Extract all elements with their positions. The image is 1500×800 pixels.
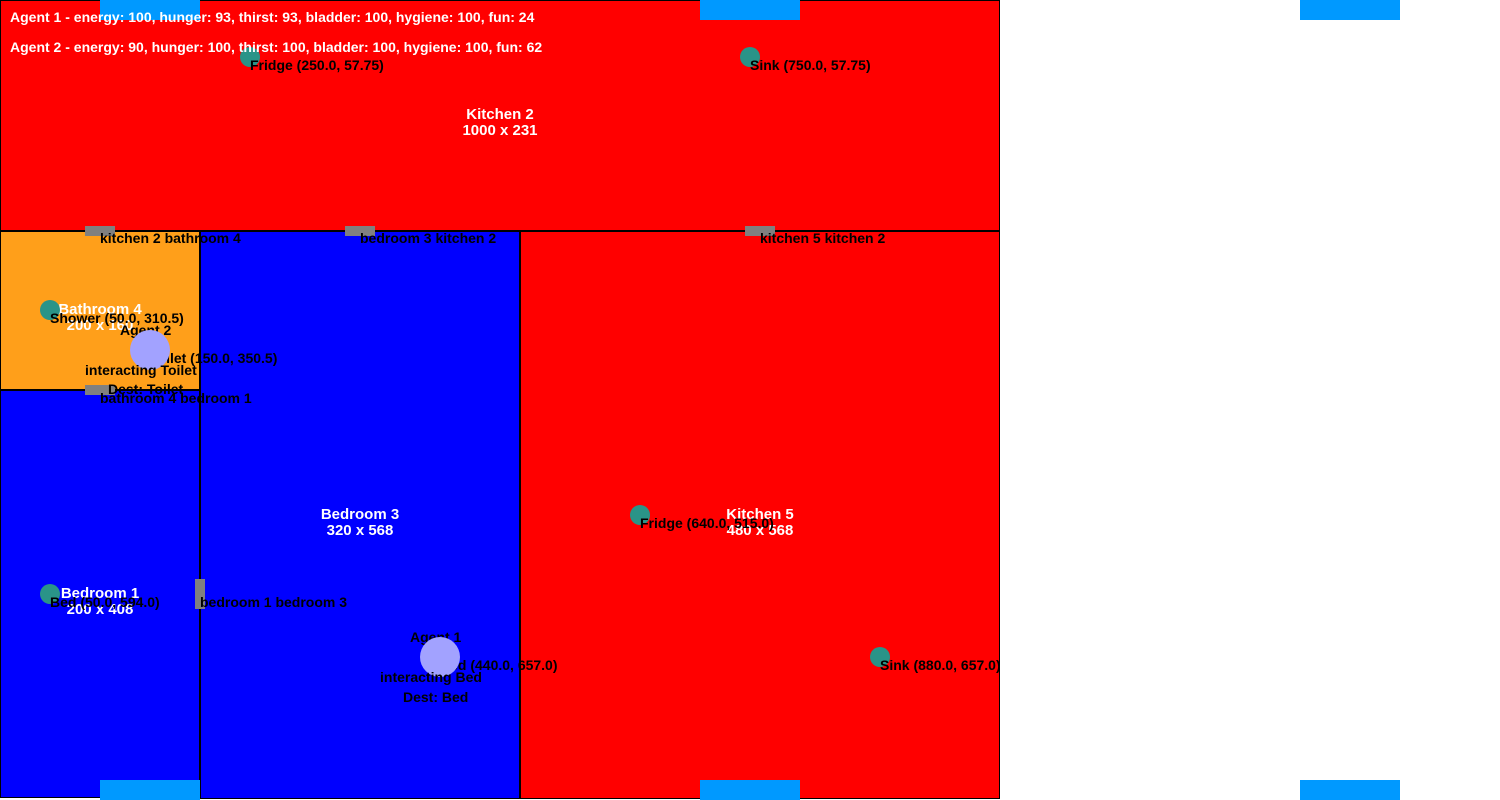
room-size: 1000 x 231 — [462, 122, 538, 139]
agent-1-activity: interacting Bed — [380, 669, 482, 685]
room-size: 200 x 408 — [66, 601, 134, 618]
door-bedroom1-bedroom3[interactable] — [195, 579, 205, 609]
agent-2-destination: Dest: Toilet — [108, 381, 184, 397]
sink-icon[interactable] — [740, 47, 760, 67]
fridge-icon[interactable] — [240, 47, 260, 67]
door-kitchen5-kitchen2[interactable] — [745, 226, 775, 236]
room-bathroom-4 — [0, 231, 200, 390]
object-label: Bed (50.0, 594.0) — [50, 594, 160, 610]
shower-icon[interactable] — [40, 300, 60, 320]
agent-1-destination: Dest: Bed — [403, 689, 469, 705]
room-label-bathroom-4: Bathroom 4 200 x 160 — [0, 302, 200, 334]
object-label: Shower (50.0, 310.5) — [50, 310, 184, 326]
room-name: Kitchen 2 — [466, 106, 534, 123]
window — [700, 0, 800, 20]
door-bedroom3-kitchen2[interactable] — [345, 226, 375, 236]
room-bedroom-3 — [200, 231, 520, 799]
door-label: bedroom 1 bedroom 3 — [200, 594, 348, 610]
room-kitchen-2 — [0, 0, 1000, 231]
agent-1-avatar[interactable] — [420, 637, 460, 677]
object-label: Sink (880.0, 657.0) — [880, 657, 1001, 673]
room-name: Bedroom 1 — [60, 585, 140, 602]
agent-2-status: Agent 2 - energy: 90, hunger: 100, thirs… — [10, 39, 543, 55]
agent-2-avatar[interactable] — [130, 330, 170, 370]
window — [1300, 780, 1400, 800]
room-name: Kitchen 5 — [726, 506, 794, 523]
agent-1-status: Agent 1 - energy: 100, hunger: 93, thirs… — [10, 9, 535, 25]
bed-icon[interactable] — [40, 584, 60, 604]
door-label: bathroom 4 bedroom 1 — [100, 390, 252, 406]
room-kitchen-5 — [520, 231, 1000, 799]
door-label: bedroom 3 kitchen 2 — [360, 230, 497, 246]
door-label: kitchen 2 bathroom 4 — [100, 230, 241, 246]
room-label-bedroom-1: Bedroom 1 200 x 408 — [0, 586, 200, 618]
room-name: Bedroom 3 — [320, 506, 400, 523]
object-label: Fridge (640.0, 515.0) — [640, 515, 774, 531]
window — [1300, 0, 1400, 20]
door-kitchen2-bathroom4[interactable] — [85, 226, 115, 236]
room-size: 320 x 568 — [326, 522, 394, 539]
room-label-kitchen-5: Kitchen 5 480 x 568 — [660, 507, 860, 539]
room-label-kitchen-2: Kitchen 2 1000 x 231 — [400, 107, 600, 139]
object-label: Toilet (150.0, 350.5) — [150, 350, 278, 366]
door-bathroom4-bedroom1[interactable] — [85, 385, 115, 395]
object-label: Bed (440.0, 657.0) — [440, 657, 558, 673]
room-size: 200 x 160 — [66, 317, 134, 334]
object-label: Sink (750.0, 57.75) — [750, 57, 871, 73]
door-label: kitchen 5 kitchen 2 — [760, 230, 886, 246]
window — [700, 780, 800, 800]
object-label: Fridge (250.0, 57.75) — [250, 57, 384, 73]
room-size: 480 x 568 — [726, 522, 794, 539]
window — [100, 780, 200, 800]
agent-2-activity: interacting Toilet — [85, 362, 197, 378]
fridge-icon[interactable] — [630, 505, 650, 525]
sink-icon[interactable] — [870, 647, 890, 667]
window — [100, 0, 200, 20]
room-name: Bathroom 4 — [58, 301, 142, 318]
room-label-bedroom-3: Bedroom 3 320 x 568 — [260, 507, 460, 539]
